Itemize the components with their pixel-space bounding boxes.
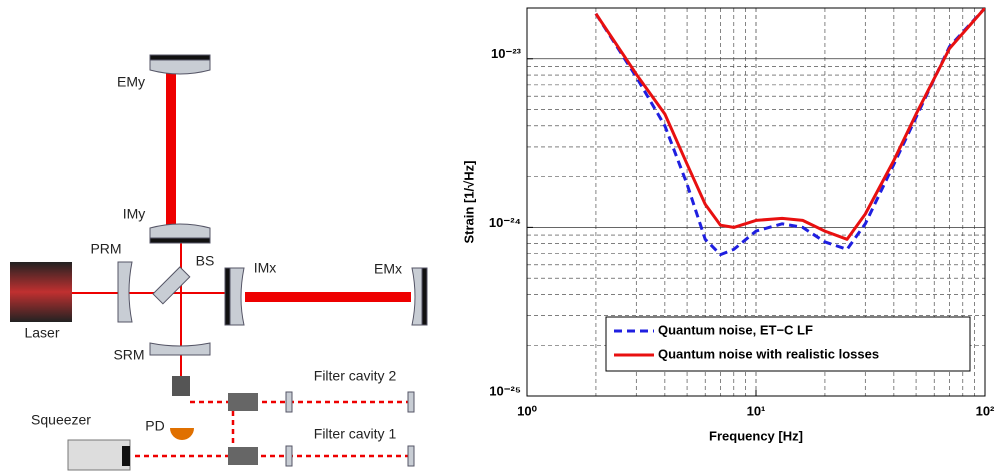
series-line [594,8,985,241]
squeezer [122,446,130,466]
x-tick-label: 10² [976,403,995,418]
label: EMx [374,261,402,277]
beam [245,292,411,302]
squeezer [67,439,131,471]
label: SRM [113,347,144,363]
label: IMy [123,206,146,222]
isolator [228,447,258,465]
label: Laser [24,325,59,341]
interferometer-diagram: EMy IMy PRM BS IMx EMx Laser SRM PD Sque… [10,54,428,471]
chart: Frequency [Hz] Strain [1/√Hz] 10⁰ 10¹ 10² 1… [461,7,995,443]
mirrors [117,54,428,467]
label: PRM [90,241,121,257]
label: EMy [117,74,145,90]
x-tick-label: 10⁰ [517,403,537,418]
beam [166,68,176,228]
laser [10,262,72,322]
label: BS [196,253,215,269]
legend-box [605,316,971,372]
label: PD [145,418,164,434]
isolator [172,376,190,396]
legend-label: Quantum noise, ET−C LF [658,322,813,337]
y-tick-label: 10⁻²⁴ [489,215,521,230]
label: Squeezer [31,412,91,428]
legend-label: Quantum noise with realistic losses [658,346,879,361]
y-axis-label: Strain [1/√Hz] [461,161,476,244]
x-tick-label: 10¹ [747,403,766,418]
plot-frame [526,7,986,397]
isolator [228,393,258,411]
x-axis-label: Frequency [Hz] [709,428,803,443]
label: IMx [254,260,277,276]
label: Filter cavity 2 [314,368,397,384]
label: Filter cavity 1 [314,426,397,442]
y-tick-label: 10⁻²⁵ [489,383,521,398]
legend: Quantum noise, ET−C LF Quantum noise with… [605,316,971,372]
y-tick-label: 10⁻²³ [491,46,522,61]
photodiode [170,428,194,440]
series-line [594,8,985,257]
